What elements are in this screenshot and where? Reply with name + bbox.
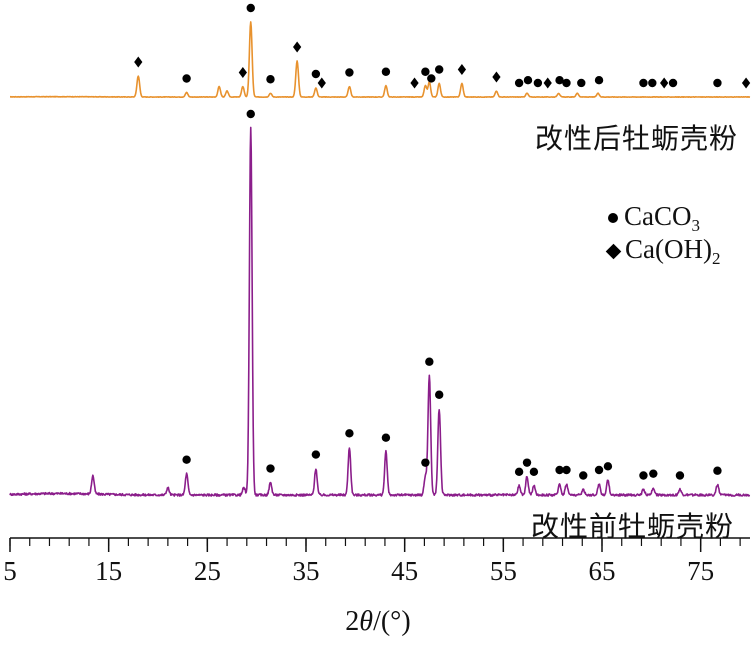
marker-dot-top-24 xyxy=(639,78,648,88)
marker-dot-bottom-7 xyxy=(425,357,434,366)
marker-dot-top-20 xyxy=(555,76,564,85)
marker-dot-bottom-19 xyxy=(675,471,685,480)
marker-dot-top-21 xyxy=(562,78,571,88)
marker-dot-bottom-5 xyxy=(381,433,391,442)
x-axis-title: 2θ/(°) xyxy=(0,606,756,638)
peak-markers xyxy=(134,3,751,480)
marker-dot-top-8 xyxy=(345,68,354,77)
marker-dot-top-4 xyxy=(266,75,275,84)
marker-diamond-top-7 xyxy=(317,77,326,89)
marker-diamond-top-26 xyxy=(660,77,669,89)
marker-dot-bottom-20 xyxy=(713,466,722,475)
legend-sub-caoh2: 2 xyxy=(711,248,721,268)
x-tick-label: 45 xyxy=(391,556,418,586)
marker-dot-top-3 xyxy=(246,3,255,13)
x-axis-title-suffix: /(°) xyxy=(373,606,411,637)
marker-diamond-top-14 xyxy=(457,64,467,75)
marker-dot-top-6 xyxy=(311,69,321,79)
marker-dot-bottom-8 xyxy=(435,390,444,399)
marker-dot-bottom-1 xyxy=(246,109,255,119)
series-unmodified xyxy=(9,126,751,497)
marker-dot-bottom-14 xyxy=(579,471,588,480)
legend-item-caco3: CaCO3 xyxy=(608,200,701,235)
legend: CaCO3 Ca(OH)2 xyxy=(605,200,748,270)
marker-dot-bottom-13 xyxy=(562,465,571,475)
series-label-unmodified: 改性前牡蛎壳粉 xyxy=(530,510,734,543)
marker-diamond-top-29 xyxy=(741,77,751,89)
x-tick-label: 5 xyxy=(3,556,17,586)
marker-diamond-top-15 xyxy=(492,71,501,83)
x-tick-label: 75 xyxy=(687,556,714,586)
marker-dot-top-18 xyxy=(533,78,543,88)
marker-dot-top-28 xyxy=(713,78,722,88)
marker-dot-bottom-10 xyxy=(522,458,532,467)
series-label-modified: 改性后牡蛎壳粉 xyxy=(534,122,738,155)
marker-dot-bottom-12 xyxy=(555,465,564,475)
marker-diamond-top-5 xyxy=(292,41,302,53)
x-axis-title-theta: θ xyxy=(359,606,374,637)
marker-dot-bottom-3 xyxy=(311,450,321,459)
marker-diamond-top-2 xyxy=(238,67,247,78)
legend-label-caco3: CaCO xyxy=(624,200,692,231)
marker-dot-top-25 xyxy=(648,78,657,88)
dot-marker-icon xyxy=(608,213,618,223)
x-tick-label: 35 xyxy=(293,556,320,586)
marker-dot-top-22 xyxy=(577,78,586,88)
marker-dot-bottom-4 xyxy=(345,429,354,438)
marker-dot-top-11 xyxy=(421,67,430,76)
marker-dot-bottom-11 xyxy=(529,467,539,477)
marker-diamond-top-10 xyxy=(410,77,419,89)
marker-dot-top-12 xyxy=(427,74,436,83)
x-tick-label: 25 xyxy=(194,556,221,586)
x-tick-label: 55 xyxy=(490,556,517,586)
series-modified xyxy=(9,21,751,99)
marker-dot-bottom-16 xyxy=(603,462,613,471)
marker-dot-bottom-2 xyxy=(266,464,275,473)
marker-dot-bottom-17 xyxy=(639,471,648,480)
marker-dot-bottom-15 xyxy=(594,465,604,475)
marker-dot-top-27 xyxy=(668,78,678,88)
trace-line-bottom xyxy=(9,126,751,497)
x-tick-label: 65 xyxy=(589,556,616,586)
marker-dot-top-9 xyxy=(381,67,391,76)
marker-dot-top-16 xyxy=(514,78,524,88)
trace-line-top xyxy=(9,21,751,99)
x-axis-title-prefix: 2 xyxy=(345,606,360,637)
marker-dot-bottom-9 xyxy=(514,467,524,477)
marker-dot-top-23 xyxy=(594,76,604,85)
marker-dot-bottom-18 xyxy=(649,469,658,478)
legend-sub-caco3: 3 xyxy=(691,215,701,235)
x-axis: 5 15 25 35 45 55 65 75 xyxy=(3,537,750,586)
marker-diamond-top-19 xyxy=(543,77,552,89)
marker-dot-top-13 xyxy=(435,65,444,74)
x-tick-label: 15 xyxy=(95,556,122,586)
marker-dot-top-1 xyxy=(182,74,191,83)
marker-dot-bottom-0 xyxy=(182,455,191,464)
marker-dot-top-17 xyxy=(523,76,533,85)
legend-item-caoh2: Ca(OH)2 xyxy=(605,233,721,268)
marker-diamond-top-0 xyxy=(134,56,143,68)
marker-dot-bottom-6 xyxy=(421,458,430,467)
diamond-marker-icon xyxy=(605,243,622,259)
legend-label-caoh2: Ca(OH) xyxy=(625,233,712,264)
